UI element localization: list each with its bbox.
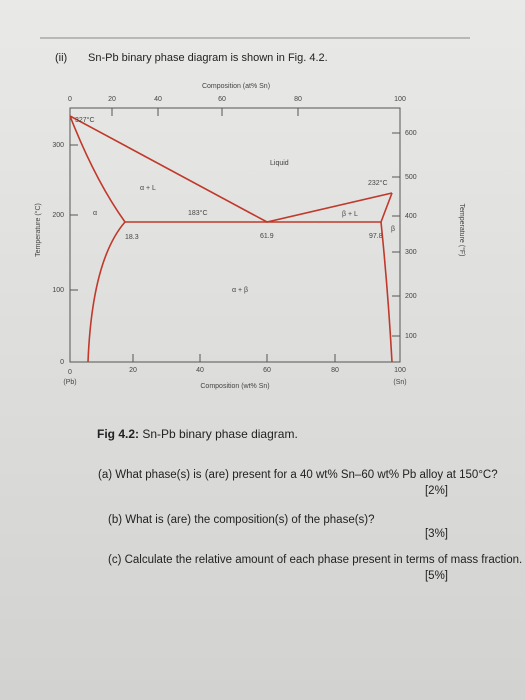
annotation: Liquid: [270, 160, 289, 167]
caption: Fig 4.2: Sn-Pb binary phase diagram.: [97, 427, 298, 441]
question: (c) Calculate the relative amount of eac…: [108, 554, 522, 566]
bottom-tick: 0: [68, 369, 72, 376]
question: (a) What phase(s) is (are) present for a…: [98, 469, 498, 481]
bottom-tick: 80: [331, 367, 339, 374]
tick-marks: [70, 108, 400, 362]
top-tick: 60: [218, 96, 226, 103]
top-tick: 20: [108, 96, 116, 103]
annotation: α: [93, 210, 97, 217]
annotation: 61.9: [260, 233, 274, 240]
annotation: α + β: [232, 287, 248, 294]
bottom-tick: 20: [129, 367, 137, 374]
annotation: α + L: [140, 185, 156, 192]
marks: [3%]: [425, 528, 448, 540]
left-tick: 100: [52, 287, 64, 294]
left-tick: 200: [52, 212, 64, 219]
annotation: 327°C: [75, 116, 95, 124]
left-tick: 0: [60, 359, 64, 366]
annotation: 232°C: [368, 179, 388, 187]
annotation: β + L: [342, 211, 358, 218]
annotation: 18.3: [125, 234, 139, 241]
right-axis-title: Temperature (°F): [458, 204, 466, 257]
annotation: 97.8: [369, 233, 383, 240]
caption-text: Sn-Pb binary phase diagram.: [142, 427, 297, 441]
top-axis-title: Composition (at% Sn): [202, 83, 270, 90]
end-label: (Pb): [63, 379, 76, 386]
right-tick: 500: [405, 174, 417, 181]
annotation: β: [391, 226, 395, 233]
left-tick: 300: [52, 142, 64, 149]
heading: Sn-Pb binary phase diagram is shown in F…: [88, 52, 328, 64]
right-tick: 300: [405, 249, 417, 256]
caption-label: Fig 4.2:: [97, 427, 139, 441]
top-tick: 40: [154, 96, 162, 103]
top-tick: 80: [294, 96, 302, 103]
end-label: (Sn): [393, 379, 406, 386]
top-tick: 0: [68, 96, 72, 103]
bottom-tick: 60: [263, 367, 271, 374]
bottom-axis-title: Composition (wt% Sn): [200, 383, 269, 390]
right-tick: 600: [405, 130, 417, 137]
bottom-tick: 100: [394, 367, 406, 374]
question: (b) What is (are) the composition(s) of …: [108, 514, 375, 526]
bottom-tick: 40: [196, 367, 204, 374]
right-tick: 200: [405, 293, 417, 300]
item-number: (ii): [55, 52, 67, 64]
marks: [2%]: [425, 485, 448, 497]
right-tick: 400: [405, 213, 417, 220]
alpha-solvus: [87, 221, 126, 363]
beta-solvus: [380, 221, 393, 363]
phase-diagram: Composition (at% Sn) 0 20 40 60 80 100 0…: [34, 83, 466, 390]
solidus: [69, 115, 393, 223]
marks: [5%]: [425, 570, 448, 582]
plot-frame: [69, 107, 401, 363]
left-axis-title: Temperature (°C): [34, 203, 42, 257]
right-tick: 100: [405, 333, 417, 340]
annotation: 183°C: [188, 209, 208, 217]
top-tick: 100: [394, 96, 406, 103]
